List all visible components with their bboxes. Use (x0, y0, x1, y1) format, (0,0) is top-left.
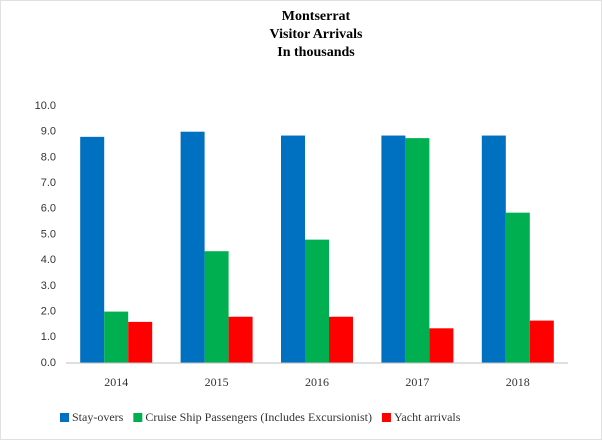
bar (204, 251, 229, 363)
bar (305, 239, 329, 363)
x-tick-label: 2018 (506, 375, 530, 389)
y-tick-label: 5.0 (41, 228, 56, 240)
bar (381, 135, 406, 363)
bar (329, 316, 353, 363)
bar (281, 135, 305, 363)
bar (180, 131, 205, 363)
bar (481, 135, 506, 363)
y-tick-label: 10.0 (35, 100, 56, 112)
y-tick-label: 1.0 (41, 331, 56, 343)
y-tick-label: 0.0 (41, 357, 56, 369)
x-tick-label: 2015 (205, 375, 229, 389)
y-tick-label: 7.0 (41, 177, 56, 189)
chart-title: Montserrat (282, 9, 351, 24)
bar (505, 212, 530, 363)
bar (429, 328, 454, 363)
legend-label: Yacht arrivals (394, 410, 461, 424)
y-tick-label: 9.0 (41, 126, 56, 138)
chart-title: In thousands (277, 45, 355, 60)
x-tick-label: 2016 (305, 375, 329, 389)
bar (128, 321, 153, 363)
legend-label: Cruise Ship Passengers (Includes Excursi… (145, 410, 372, 424)
x-tick-label: 2014 (104, 375, 128, 389)
bar (80, 136, 105, 363)
legend-swatch (381, 413, 391, 422)
legend-label: Stay-overs (72, 410, 124, 424)
legend-swatch (60, 413, 69, 422)
y-tick-label: 8.0 (41, 151, 56, 163)
y-tick-label: 6.0 (41, 203, 56, 215)
y-tick-label: 4.0 (41, 254, 56, 266)
y-tick-label: 3.0 (41, 280, 56, 292)
x-tick-label: 2017 (405, 375, 429, 389)
bar (405, 138, 430, 363)
bar (104, 311, 129, 363)
bar (529, 320, 554, 363)
y-tick-label: 2.0 (41, 306, 56, 318)
chart-title: Visitor Arrivals (270, 27, 363, 42)
bar (228, 316, 253, 363)
legend-swatch (133, 413, 143, 422)
